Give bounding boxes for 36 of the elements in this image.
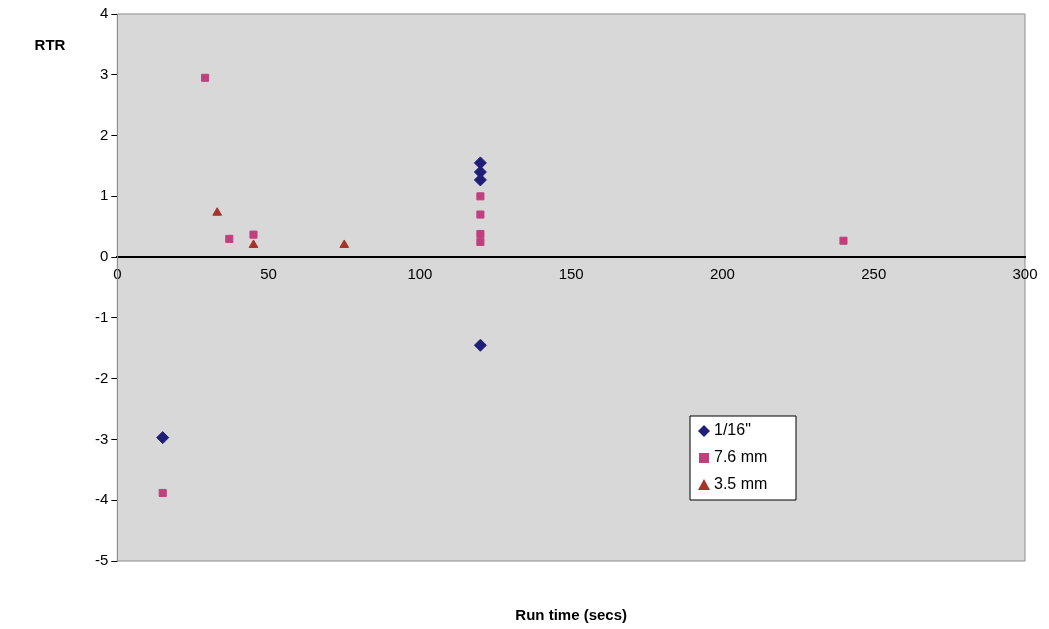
x-tick-label: 150	[558, 265, 584, 283]
point	[476, 192, 485, 201]
x-axis-title: Run time (secs)	[515, 606, 628, 624]
y-tick-label: 0	[99, 247, 109, 265]
point	[476, 229, 485, 239]
legend-label: 3.5 mm	[714, 475, 768, 493]
point	[249, 230, 258, 239]
y-tick-label: -4	[94, 490, 109, 508]
y-tick-label: -5	[94, 551, 109, 569]
y-tick-label: -1	[94, 308, 109, 326]
y-tick-label: -2	[94, 368, 109, 386]
legend-label: 1/16"	[714, 421, 751, 439]
x-tick-label: 50	[260, 265, 277, 283]
x-tick-label: 250	[861, 265, 887, 283]
point	[248, 239, 259, 248]
point	[473, 173, 487, 187]
y-axis-title: RTR	[34, 36, 66, 54]
point	[225, 234, 234, 243]
x-tick-label: 100	[407, 265, 433, 283]
point	[473, 338, 487, 352]
y-tick-label: 1	[99, 186, 109, 204]
y-tick-label: -3	[94, 429, 109, 447]
point	[339, 239, 350, 248]
legend-label: 7.6 mm	[714, 448, 768, 466]
point	[476, 210, 485, 219]
y-tick-label: 3	[99, 64, 109, 82]
point	[476, 237, 485, 246]
point	[158, 488, 167, 497]
y-tick-label: 2	[99, 125, 109, 143]
point	[839, 236, 848, 245]
point	[201, 73, 210, 82]
x-tick-label: 300	[1012, 265, 1038, 283]
point	[212, 207, 223, 216]
point	[156, 431, 170, 445]
x-tick-label: 200	[709, 265, 735, 283]
y-tick-label: 4	[99, 4, 109, 22]
